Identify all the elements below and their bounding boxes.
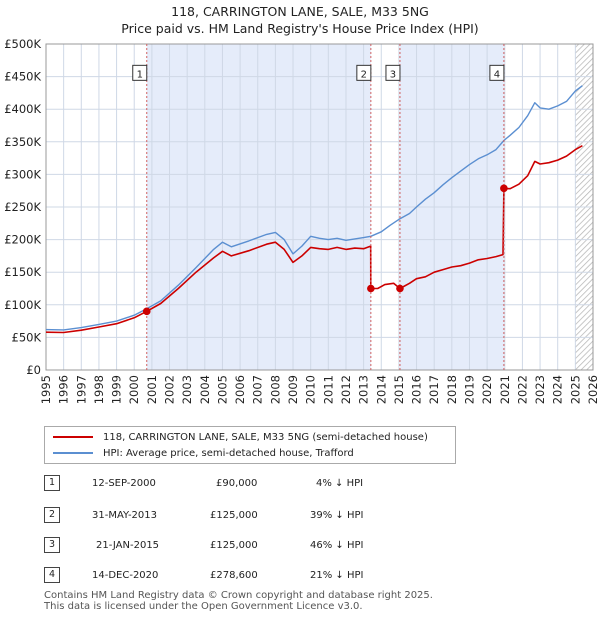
x-tick-label: 2004	[198, 375, 212, 404]
y-tick-label: £450K	[4, 70, 41, 84]
legend-item-price: 118, CARRINGTON LANE, SALE, M33 5NG (sem…	[53, 429, 428, 445]
x-tick-label: 2009	[286, 375, 300, 404]
sale-number-badge: 3	[44, 537, 60, 553]
footer-attribution: Contains HM Land Registry data © Crown c…	[44, 590, 433, 612]
sale-point	[367, 284, 375, 293]
sale-delta: 21% ↓ HPI	[310, 570, 364, 581]
x-tick-label: 2023	[533, 375, 547, 404]
x-tick-label: 2000	[127, 375, 141, 404]
sale-point	[142, 307, 151, 316]
y-tick-label: £150K	[4, 265, 41, 279]
legend-label-hpi: HPI: Average price, semi-detached house,…	[103, 447, 354, 459]
x-tick-label: 2014	[374, 375, 388, 404]
x-tick-label: 2020	[480, 375, 494, 404]
x-tick-label: 1996	[57, 375, 71, 404]
y-tick-label: £400K	[4, 102, 41, 116]
sale-price: £278,600	[210, 570, 258, 581]
sale-point	[396, 284, 404, 293]
y-tick-label: £100K	[4, 298, 41, 312]
sale-date: 21-JAN-2015	[96, 540, 160, 551]
x-tick-label: 2005	[215, 375, 229, 404]
sale-marker-label: 2	[361, 69, 367, 80]
sale-marker-box	[356, 64, 372, 81]
sale-marker-box	[385, 64, 401, 81]
sale-marker-box	[489, 64, 505, 81]
footer-line-2: This data is licensed under the Open Gov…	[44, 601, 363, 612]
y-tick-label: £50K	[12, 330, 42, 344]
chart-title: 118, CARRINGTON LANE, SALE, M33 5NG Pric…	[0, 3, 600, 37]
y-tick-label: £200K	[4, 233, 41, 247]
sale-number-badge: 1	[44, 475, 60, 491]
x-tick-label: 2001	[145, 375, 159, 404]
sale-delta: 39% ↓ HPI	[310, 510, 364, 521]
x-tick-label: 2019	[462, 375, 476, 404]
sale-marker-box	[132, 64, 148, 81]
sale-marker-label: 3	[390, 69, 396, 80]
legend-label-price: 118, CARRINGTON LANE, SALE, M33 5NG (sem…	[103, 431, 428, 443]
x-tick-label: 2022	[515, 375, 529, 404]
sale-row: 2 31-MAY-2013 £125,000 39% ↓ HPI	[44, 507, 404, 525]
sale-point	[500, 184, 508, 193]
sale-marker-label: 4	[494, 69, 500, 80]
y-tick-label: £0	[26, 363, 41, 377]
plot-border	[45, 43, 594, 371]
footer-line-1: Contains HM Land Registry data © Crown c…	[44, 590, 433, 601]
x-tick-label: 2026	[586, 375, 600, 404]
sale-date: 31-MAY-2013	[92, 510, 158, 521]
x-tick-label: 2012	[339, 375, 353, 404]
x-tick-label: 2002	[163, 375, 177, 404]
x-tick-label: 2025	[568, 375, 582, 404]
x-tick-label: 1997	[74, 375, 88, 404]
x-tick-label: 1998	[92, 375, 106, 404]
chart-legend: 118, CARRINGTON LANE, SALE, M33 5NG (sem…	[44, 426, 456, 464]
legend-swatch-price	[53, 436, 93, 438]
x-tick-label: 2018	[445, 375, 459, 404]
x-tick-label: 1999	[110, 375, 124, 404]
x-tick-label: 2015	[392, 375, 406, 404]
title-line-2: Price paid vs. HM Land Registry's House …	[121, 21, 479, 36]
x-tick-label: 2007	[251, 375, 265, 404]
x-tick-label: 2021	[498, 375, 512, 404]
sale-date: 12-SEP-2000	[92, 478, 156, 489]
sale-row: 1 12-SEP-2000 £90,000 4% ↓ HPI	[44, 475, 404, 493]
y-tick-label: £250K	[4, 200, 41, 214]
sale-row: 4 14-DEC-2020 £278,600 21% ↓ HPI	[44, 567, 404, 585]
x-tick-label: 2003	[180, 375, 194, 404]
sale-delta: 46% ↓ HPI	[310, 540, 364, 551]
x-tick-label: 2017	[427, 375, 441, 404]
series-line-hpi	[45, 85, 583, 331]
legend-item-hpi: HPI: Average price, semi-detached house,…	[53, 445, 354, 461]
sale-price: £90,000	[216, 478, 258, 489]
sale-date: 14-DEC-2020	[92, 570, 159, 581]
sale-price: £125,000	[210, 510, 258, 521]
legend-swatch-hpi	[53, 452, 93, 454]
sale-row: 3 21-JAN-2015 £125,000 46% ↓ HPI	[44, 537, 404, 555]
title-line-1: 118, CARRINGTON LANE, SALE, M33 5NG	[171, 4, 429, 19]
x-tick-label: 2024	[551, 375, 565, 404]
y-tick-label: £500K	[4, 37, 41, 51]
x-tick-label: 2006	[233, 375, 247, 404]
x-tick-label: 2008	[268, 375, 282, 404]
sale-price: £125,000	[210, 540, 258, 551]
y-tick-label: £350K	[4, 135, 41, 149]
sale-marker-label: 1	[137, 69, 143, 80]
x-tick-label: 2013	[357, 375, 371, 404]
y-tick-label: £300K	[4, 167, 41, 181]
sale-delta: 4% ↓ HPI	[316, 478, 364, 489]
sale-number-badge: 4	[44, 567, 60, 583]
x-tick-label: 2011	[321, 375, 335, 404]
x-tick-label: 1995	[39, 375, 53, 404]
x-tick-label: 2010	[304, 375, 318, 404]
sale-number-badge: 2	[44, 507, 60, 523]
price-chart: £0 £50K £100K £150K £200K £250K £300K £350K £400…	[4, 37, 600, 404]
x-tick-label: 2016	[410, 375, 424, 404]
